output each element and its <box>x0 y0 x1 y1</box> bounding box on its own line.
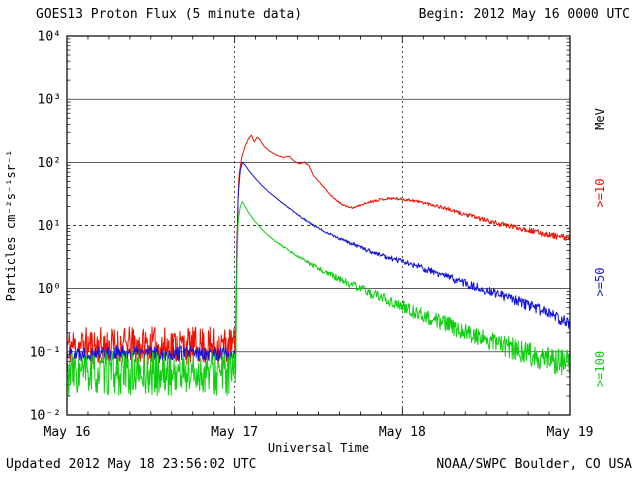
x-tick-label: May 18 <box>379 425 426 440</box>
series-label-50: >=50 <box>593 268 607 297</box>
begin-timestamp: Begin: 2012 May 16 0000 UTC <box>418 7 630 22</box>
y-tick-label: 10² <box>38 156 61 171</box>
y-tick-label: 10¹ <box>38 219 61 234</box>
y-tick-label: 10⁴ <box>38 30 61 45</box>
y-tick-label: 10⁻² <box>30 409 61 424</box>
plot-frame <box>66 35 571 416</box>
right-axis-unit-label: MeV <box>593 108 607 130</box>
credit-text: NOAA/SWPC Boulder, CO USA <box>436 457 632 472</box>
updated-timestamp: Updated 2012 May 18 23:56:02 UTC <box>6 457 257 472</box>
x-axis-title: Universal Time <box>268 441 369 455</box>
x-tick-label: May 17 <box>211 425 258 440</box>
x-tick-label: May 19 <box>547 425 594 440</box>
series-label-10: >=10 <box>593 179 607 208</box>
y-tick-label: 10⁰ <box>38 282 61 297</box>
series-10 <box>66 134 571 366</box>
series-50 <box>66 162 571 362</box>
chart-title: GOES13 Proton Flux (5 minute data) <box>36 7 303 22</box>
y-axis-title: Particles cm⁻²s⁻¹sr⁻¹ <box>4 150 18 302</box>
y-tick-label: 10⁻¹ <box>30 345 61 360</box>
series-100 <box>66 201 571 397</box>
series-label-100: >=100 <box>593 351 607 387</box>
y-tick-label: 10³ <box>38 93 61 108</box>
x-tick-label: May 16 <box>44 425 91 440</box>
